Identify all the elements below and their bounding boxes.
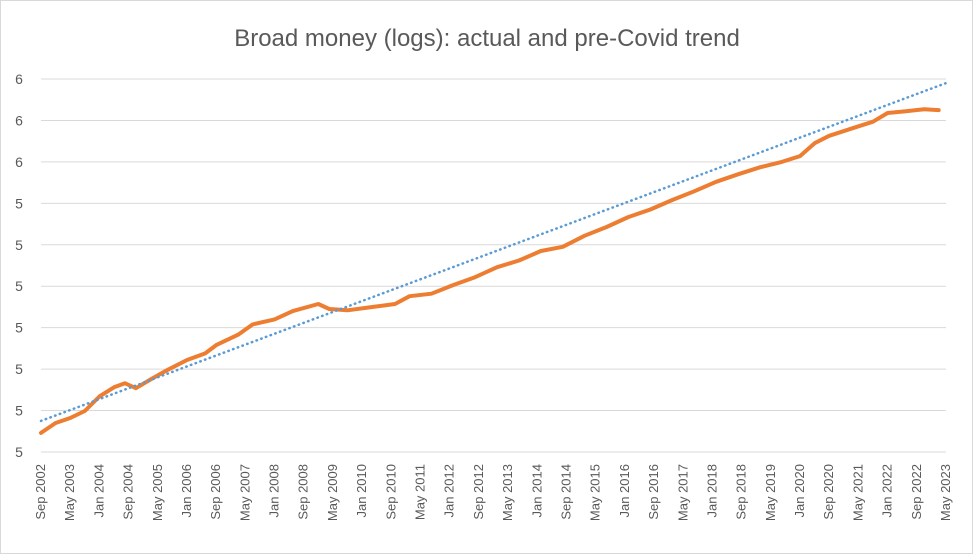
x-tick-label: Jan 2006 xyxy=(179,464,194,518)
x-tick-label: May 2011 xyxy=(413,464,428,520)
x-tick-label: Sep 2006 xyxy=(208,464,223,520)
x-tick-label: Jan 2020 xyxy=(792,464,807,518)
y-tick-label: 5 xyxy=(15,444,23,460)
trend-line xyxy=(39,81,948,423)
y-tick-label: 5 xyxy=(15,237,23,253)
x-tick-label: May 2003 xyxy=(62,464,77,521)
x-tick-label: May 2019 xyxy=(763,464,778,521)
x-tick-label: May 2005 xyxy=(150,464,165,521)
gridlines xyxy=(41,78,946,453)
x-tick-label: Sep 2022 xyxy=(909,464,924,520)
x-tick-label: Jan 2004 xyxy=(91,464,106,518)
y-tick-label: 5 xyxy=(15,403,23,419)
actual-line xyxy=(39,107,941,435)
x-tick-label: Sep 2018 xyxy=(734,464,749,520)
x-tick-label: Jan 2018 xyxy=(704,464,719,518)
x-tick-label: Sep 2010 xyxy=(383,464,398,520)
x-tick-label: May 2021 xyxy=(850,464,865,521)
x-tick-label: Jan 2014 xyxy=(529,464,544,518)
x-tick-label: Sep 2020 xyxy=(821,464,836,520)
y-axis-ticks: 5 5 5 5 5 5 5 6 6 6 xyxy=(15,71,23,460)
x-tick-label: Jan 2010 xyxy=(354,464,369,518)
x-tick-label: Jan 2012 xyxy=(442,464,457,518)
x-tick-label: May 2023 xyxy=(938,464,953,521)
x-tick-label: Jan 2022 xyxy=(880,464,895,518)
x-tick-label: May 2017 xyxy=(675,464,690,521)
y-tick-label: 6 xyxy=(15,71,23,87)
x-tick-label: Jan 2016 xyxy=(617,464,632,518)
x-tick-label: Sep 2008 xyxy=(296,464,311,520)
x-tick-label: Sep 2002 xyxy=(33,464,48,520)
y-tick-label: 6 xyxy=(15,112,23,128)
y-tick-label: 5 xyxy=(15,361,23,377)
chart-title: Broad money (logs): actual and pre-Covid… xyxy=(234,25,740,52)
y-tick-label: 5 xyxy=(15,278,23,294)
x-tick-label: Sep 2014 xyxy=(558,464,573,520)
x-tick-label: Jan 2008 xyxy=(267,464,282,518)
y-tick-label: 5 xyxy=(15,195,23,211)
y-tick-label: 6 xyxy=(15,154,23,170)
x-tick-label: Sep 2012 xyxy=(471,464,486,520)
x-tick-label: Sep 2016 xyxy=(646,464,661,520)
x-tick-label: May 2015 xyxy=(588,464,603,521)
x-tick-label: May 2013 xyxy=(500,464,515,521)
y-tick-label: 5 xyxy=(15,320,23,336)
x-tick-label: Sep 2004 xyxy=(121,464,136,520)
x-tick-label: May 2007 xyxy=(237,464,252,521)
series-group xyxy=(39,81,948,435)
x-tick-label: May 2009 xyxy=(325,464,340,521)
x-axis-ticks: Sep 2002 May 2003 Jan 2004 Sep 2004 May 2005… xyxy=(33,464,953,521)
